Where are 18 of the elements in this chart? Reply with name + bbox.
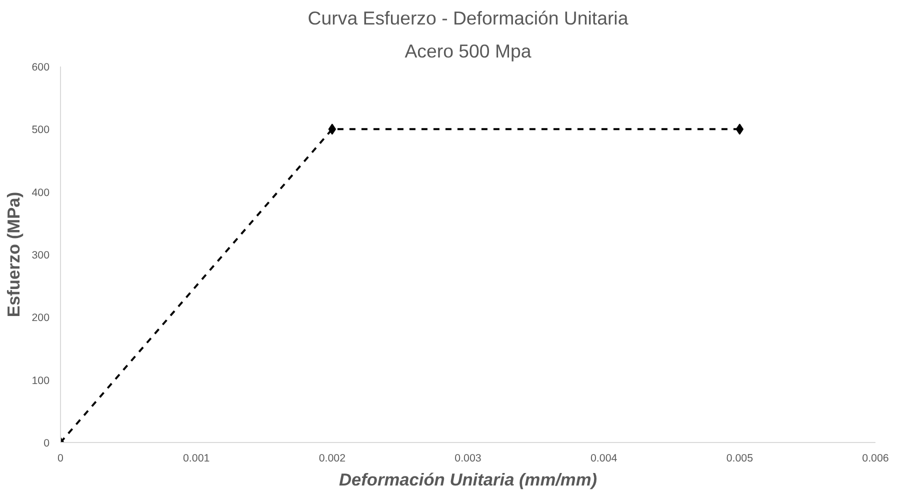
y-tick-label: 600 bbox=[32, 62, 50, 74]
x-axis-title: Deformación Unitaria (mm/mm) bbox=[338, 470, 598, 490]
y-tick-label: 200 bbox=[32, 312, 50, 324]
y-tick-label: 400 bbox=[32, 186, 50, 199]
y-tick-label: 100 bbox=[32, 374, 50, 387]
y-axis-title: Esfuerzo (MPa) bbox=[4, 192, 24, 318]
y-tick-label: 0 bbox=[44, 438, 50, 450]
y-tick-label: 300 bbox=[32, 250, 50, 262]
x-tick-label: 0.005 bbox=[726, 452, 754, 464]
y-tick-label: 500 bbox=[32, 124, 50, 136]
x-tick-label: 0.004 bbox=[590, 452, 618, 464]
chart-subtitle: Acero 500 Mpa bbox=[404, 40, 532, 62]
x-tick-label: 0.003 bbox=[454, 452, 482, 464]
x-tick-label: 0 bbox=[58, 452, 64, 464]
x-tick-label: 0.001 bbox=[183, 452, 210, 464]
x-tick-label: 0.002 bbox=[318, 452, 346, 464]
chart-title: Curva Esfuerzo - Deformación Unitaria bbox=[308, 8, 629, 28]
x-tick-label: 0.006 bbox=[862, 452, 889, 464]
